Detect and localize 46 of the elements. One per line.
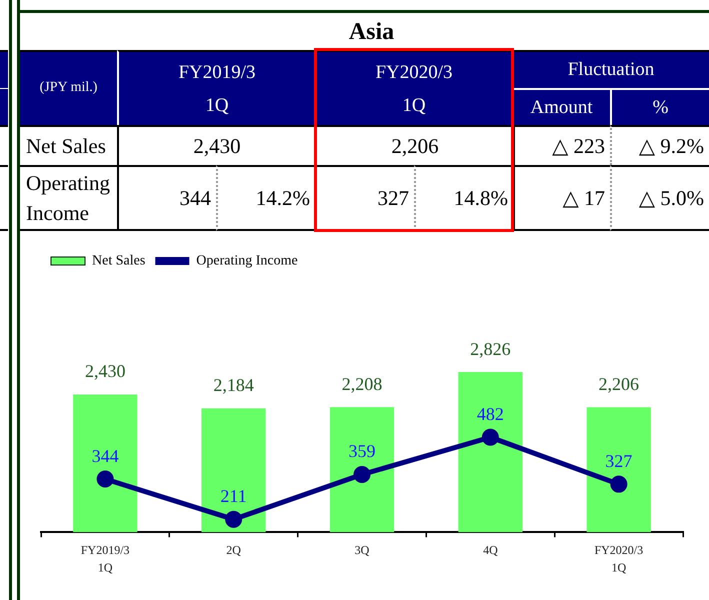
point (354, 466, 370, 483)
text: △ 17 (513, 165, 610, 231)
data-label: 2,430 (84, 361, 126, 382)
text: 14.2% (216, 165, 315, 231)
legend-label: Net Sales (92, 254, 146, 269)
point (225, 510, 242, 528)
x-tick-label: FY2019/3 1Q (80, 543, 130, 574)
text: 327 (315, 165, 414, 231)
data-label: 327 (605, 450, 632, 471)
text: 344 (117, 165, 216, 231)
data-label: 344 (92, 446, 119, 466)
text: FY2020/3 1Q (315, 50, 513, 125)
bar (202, 408, 266, 532)
data-label: 2,826 (470, 338, 511, 359)
bar (330, 407, 394, 532)
text: Fluctuation (513, 50, 709, 88)
text: Amount (513, 88, 610, 125)
point (610, 476, 628, 493)
bar (73, 394, 138, 532)
text: △ 223 (513, 125, 610, 165)
data-label: 211 (220, 486, 247, 506)
x-tick-label: 3Q (354, 543, 370, 558)
point (96, 470, 114, 488)
x-tick-label: 4Q (483, 543, 498, 558)
text: % (610, 88, 709, 125)
bar (458, 372, 522, 532)
text: △ 9.2% (610, 125, 709, 165)
x-tick-label: 2Q (226, 543, 242, 558)
text: 2,430 (117, 125, 315, 165)
data-label: 2,208 (342, 374, 382, 394)
text: 14.8% (414, 165, 513, 231)
text: Net Sales (20, 125, 117, 165)
data-label: 2,184 (213, 375, 254, 396)
text: Asia (348, 18, 396, 46)
bar (586, 407, 651, 532)
text: FY2019/3 1Q (117, 50, 315, 125)
data-label: 2,206 (598, 374, 640, 394)
text: Operating Income (20, 165, 117, 231)
text: (JPY mil.) (20, 50, 117, 125)
text: △ 5.0% (610, 165, 709, 231)
text: 2,206 (315, 125, 513, 165)
data-label: 482 (476, 404, 504, 424)
data-label: 359 (348, 441, 376, 462)
point (482, 428, 499, 446)
legend-label: Operating Income (196, 254, 298, 269)
x-tick-label: FY2020/3 1Q (594, 543, 644, 574)
